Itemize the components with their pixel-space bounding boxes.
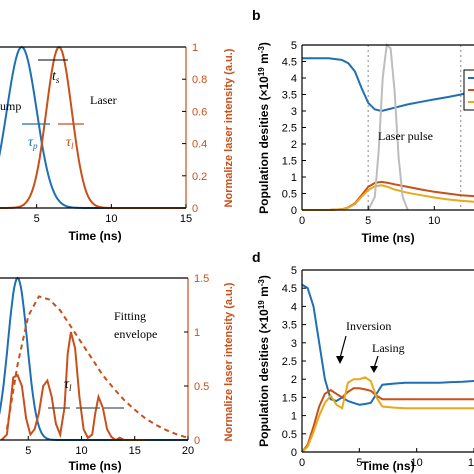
y-tick-label: 3.5 [282, 90, 297, 102]
x-tick-label: 10 [428, 215, 440, 227]
panel-d-lasing-label: Lasing [372, 341, 405, 355]
y-tick-label: 0 [291, 447, 297, 459]
x-tick-label: 20 [182, 445, 194, 457]
panel-a-ts-symbol: ts [52, 69, 60, 85]
y-tick-label: 2 [291, 374, 297, 386]
panel-a-plot-area [0, 45, 186, 209]
y-tick-label: 0 [192, 203, 198, 215]
panel-b-series-gray [367, 43, 409, 211]
panel-d-label: d [252, 249, 261, 265]
panel-b-x-ticks: 0 5 10 [299, 206, 440, 227]
panel-d-series-blue [301, 283, 474, 406]
y-tick-label: 3 [291, 338, 297, 350]
y-tick-label: 0 [291, 205, 297, 217]
y-tick-label: 4.5 [282, 57, 297, 69]
x-tick-label: 5 [365, 215, 371, 227]
panel-b-x-label: Time (ns) [361, 231, 414, 245]
panel-c: 0 5 10 15 20 0 0.5 1 1.5 Time (ns) Normalize la… [0, 273, 235, 473]
panel-b-plot-area [302, 43, 474, 211]
panel-b: b 0 5 10 0 0.5 1 1.5 2 2.5 3 3.5 4 4.5 5 Time (ns) P… [252, 7, 474, 245]
panel-a-y-label: Normalize laser intensity (a.u.) [223, 48, 235, 207]
y-tick-label: 5 [291, 40, 297, 52]
x-tick-label: 0 [299, 215, 305, 227]
x-tick-label: 15 [129, 445, 141, 457]
x-tick-label: 10 [75, 445, 87, 457]
y-tick-label: 0.5 [282, 189, 297, 201]
panel-d-x-label: Time (ns) [361, 459, 414, 473]
panel-c-y-ticks: 0 0.5 1 1.5 [184, 273, 209, 447]
y-tick-label: 0.8 [192, 74, 207, 86]
x-tick-label: 15 [468, 457, 474, 469]
panel-c-x-ticks: 05101520 [25, 436, 194, 457]
y-tick-label: 2.5 [282, 356, 297, 368]
y-tick-label: 4.5 [282, 283, 297, 295]
panel-d-series-yellow [301, 376, 474, 453]
y-tick-label: 0.5 [194, 381, 209, 393]
panel-a-y-ticks: 0 0.2 0.4 0.6 0.8 1 [182, 42, 207, 215]
y-tick-label: 1.5 [282, 156, 297, 168]
panel-b-label: b [252, 7, 261, 23]
y-tick-label: 1.5 [282, 392, 297, 404]
panel-a-tl-symbol: τl [66, 135, 74, 151]
panel-a-x-label: Time (ns) [68, 229, 121, 243]
panel-a: 0 5 10 15 0 0.2 0.4 0.6 0.8 1 Time (ns) Normaliz… [0, 42, 235, 243]
x-tick-label: 5 [34, 213, 40, 225]
y-tick-label: 0.6 [192, 106, 207, 118]
panel-c-laser-spikes [0, 331, 146, 442]
y-tick-label: 1 [291, 411, 297, 423]
panel-a-laser-label: Laser [90, 93, 117, 107]
y-tick-label: 0.2 [192, 171, 207, 183]
x-tick-label: 10 [105, 213, 117, 225]
panel-c-fitting-envelope [5, 295, 189, 439]
panel-b-series-yellow [302, 184, 474, 211]
panel-d-plot-area [301, 283, 474, 453]
panel-d-y-label: Population desities (×1019 m-3) [257, 275, 271, 447]
panel-a-tp-symbol: τp [28, 135, 38, 151]
y-tick-label: 1 [192, 42, 198, 54]
panel-d-inversion-label: Inversion [346, 319, 391, 333]
y-tick-label: 0.4 [192, 139, 207, 151]
panel-a-series-orange [0, 45, 186, 209]
panel-b-y-label: Population desities (×1019 m-3) [257, 42, 271, 214]
panel-a-pump-label: ump [0, 99, 21, 113]
panel-a-series-blue [0, 45, 186, 209]
x-tick-label: 5 [25, 445, 31, 457]
panel-c-fitting-label: Fitting [114, 309, 146, 323]
y-tick-label: 5 [291, 265, 297, 277]
y-tick-label: 0.5 [282, 429, 297, 441]
y-tick-label: 2 [291, 139, 297, 151]
y-tick-label: 1.5 [194, 273, 209, 285]
y-tick-label: 2.5 [282, 123, 297, 135]
x-tick-label: 15 [180, 213, 192, 225]
y-tick-label: 3 [291, 106, 297, 118]
panel-b-series-blue [302, 57, 474, 113]
x-tick-label: 5 [356, 457, 362, 469]
panel-d-series-orange [301, 387, 474, 453]
panel-c-y-label: Normalize laser intensity (a.u.) [223, 282, 235, 441]
panel-d: d 0 5 10 15 0 0.5 1 1.5 2 2.5 3 3.5 4 4.5 5 Time (ns)… [252, 249, 474, 473]
x-tick-label: 0 [299, 457, 305, 469]
panel-d-x-ticks: 0 5 10 15 [299, 448, 474, 469]
x-tick-label: 10 [411, 457, 423, 469]
y-tick-label: 0 [194, 435, 200, 447]
y-tick-label: 3.5 [282, 320, 297, 332]
panel-b-laser-pulse-label: Laser pulse [378, 129, 433, 143]
y-tick-label: 1 [194, 327, 200, 339]
panel-d-inversion-arrow [339, 335, 347, 359]
y-tick-label: 1 [291, 172, 297, 184]
panel-d-inversion-arrowhead [336, 356, 344, 364]
panel-b-y-ticks: 0 0.5 1 1.5 2 2.5 3 3.5 4 4.5 5 [282, 40, 306, 217]
panel-c-envelope-label: envelope [114, 327, 157, 341]
panel-c-plot-area [0, 276, 189, 442]
panel-d-lasing-arrowhead [370, 366, 378, 373]
panel-a-x-ticks: 051015 [34, 204, 192, 225]
panel-d-y-ticks: 0 0.5 1 1.5 2 2.5 3 3.5 4 4.5 5 [282, 265, 306, 459]
y-tick-label: 4 [291, 301, 297, 313]
panel-c-x-label: Time (ns) [68, 459, 121, 473]
panel-c-tl-symbol: τl [64, 377, 72, 393]
y-tick-label: 4 [291, 73, 297, 85]
